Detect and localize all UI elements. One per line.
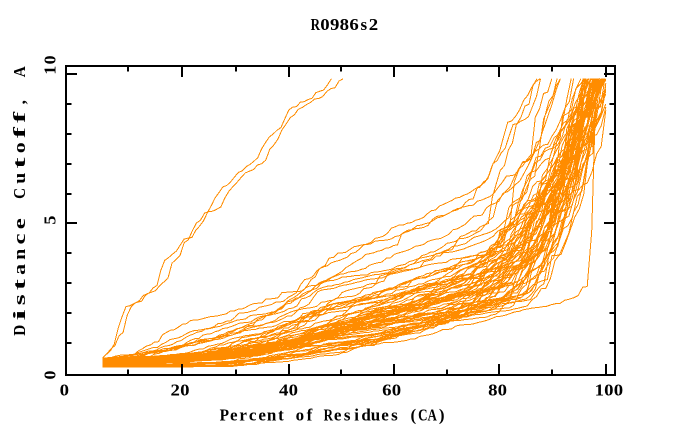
svg-text:n: n	[267, 406, 277, 425]
svg-text:0: 0	[180, 381, 189, 400]
svg-text:6: 6	[349, 15, 358, 34]
svg-text:i: i	[354, 406, 359, 425]
svg-text:A: A	[428, 406, 438, 425]
svg-text:o: o	[296, 406, 305, 425]
svg-text:c: c	[249, 406, 257, 425]
svg-text:1: 1	[40, 66, 59, 75]
svg-text:e: e	[10, 218, 29, 230]
svg-text:d: d	[361, 406, 371, 425]
svg-text:0: 0	[614, 381, 623, 400]
svg-text:s: s	[391, 406, 398, 425]
svg-text:0: 0	[498, 381, 507, 400]
svg-text:8: 8	[488, 381, 497, 400]
svg-text:R: R	[311, 15, 321, 34]
svg-text:t: t	[10, 157, 29, 169]
svg-text:(: (	[410, 406, 416, 425]
svg-text:5: 5	[40, 216, 59, 225]
svg-text:t: t	[10, 278, 29, 290]
svg-text:0: 0	[40, 371, 59, 380]
svg-text:R: R	[324, 406, 334, 425]
svg-text:0: 0	[604, 381, 613, 400]
svg-text:e: e	[334, 406, 342, 425]
svg-text:0: 0	[392, 381, 401, 400]
svg-text:0: 0	[60, 381, 69, 400]
svg-text:0: 0	[40, 55, 59, 64]
svg-text:9: 9	[330, 15, 339, 34]
svg-text:n: n	[10, 248, 29, 260]
svg-text:u: u	[10, 173, 29, 184]
svg-text:0: 0	[289, 381, 298, 400]
svg-text:): )	[439, 406, 445, 425]
svg-text:P: P	[220, 406, 229, 425]
svg-text:f: f	[10, 111, 29, 123]
svg-text:C: C	[418, 406, 427, 425]
svg-text:f: f	[307, 406, 313, 425]
svg-text:o: o	[10, 142, 29, 153]
svg-text:f: f	[10, 126, 29, 138]
svg-text:0: 0	[320, 15, 329, 34]
svg-text:s: s	[360, 15, 367, 34]
svg-text:s: s	[344, 406, 351, 425]
svg-text:i: i	[10, 309, 29, 321]
svg-text:4: 4	[279, 381, 289, 400]
svg-text:u: u	[371, 406, 380, 425]
svg-text:A: A	[10, 66, 29, 78]
svg-text:r: r	[239, 406, 247, 425]
svg-text:1: 1	[595, 381, 604, 400]
svg-text:s: s	[10, 294, 29, 306]
svg-text:D: D	[10, 325, 29, 336]
svg-text:c: c	[10, 233, 29, 245]
svg-text:C: C	[10, 188, 29, 199]
svg-text:e: e	[258, 406, 266, 425]
svg-text:6: 6	[382, 381, 391, 400]
svg-text:2: 2	[171, 381, 180, 400]
svg-text:2: 2	[369, 15, 378, 34]
svg-text:t: t	[278, 406, 284, 425]
svg-text:8: 8	[340, 15, 349, 34]
svg-text:e: e	[230, 406, 238, 425]
svg-text:a: a	[10, 263, 29, 275]
svg-text:e: e	[381, 406, 389, 425]
svg-text:,: ,	[10, 100, 29, 104]
